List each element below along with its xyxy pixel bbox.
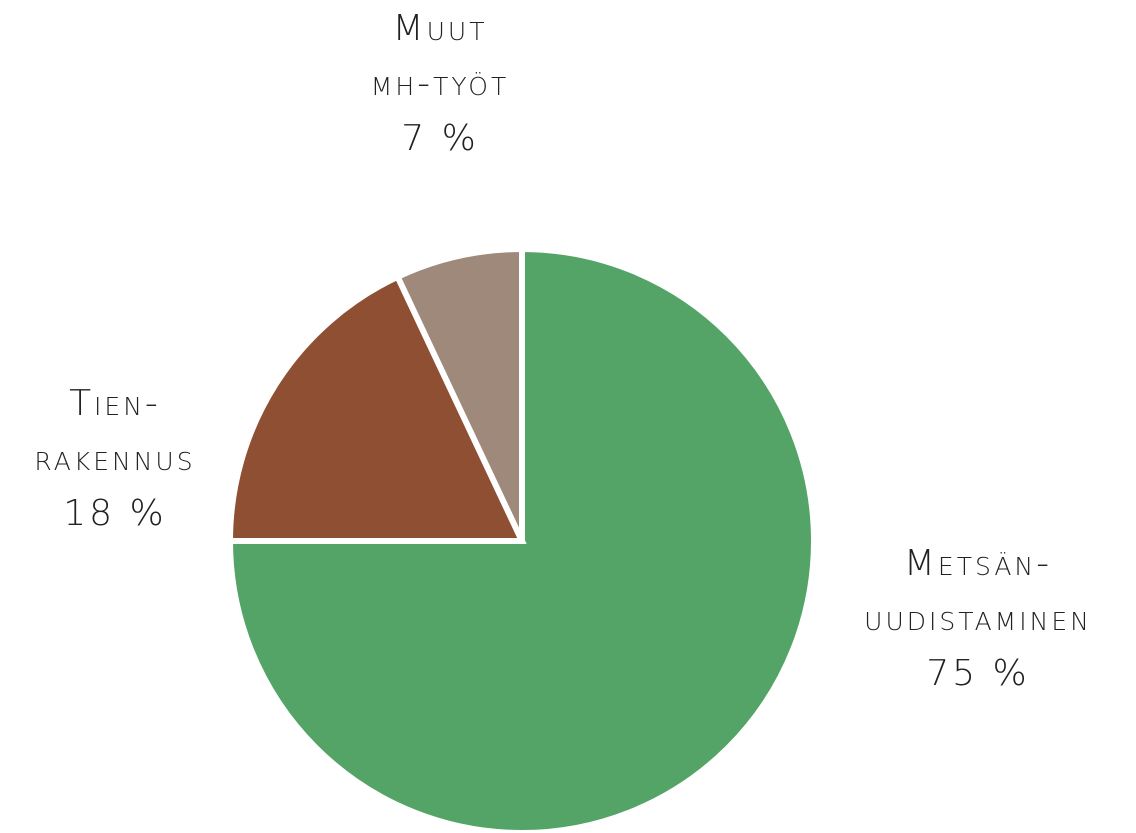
slice-label: mh-työt — [371, 63, 509, 104]
value-label: 7 % — [401, 118, 479, 159]
slice-label: Muut — [393, 8, 488, 49]
value-label: 18 % — [63, 493, 166, 534]
pie-slice — [393, 245, 525, 543]
value-label: 75 % — [926, 653, 1029, 694]
slice-label: Metsän- — [904, 543, 1052, 584]
pie-slice — [226, 245, 817, 833]
slice-label: rakennus — [34, 438, 195, 479]
slice-label: uudistaminen — [864, 598, 1092, 639]
pie-slice — [226, 272, 527, 544]
slice-label: Tien- — [69, 383, 161, 424]
